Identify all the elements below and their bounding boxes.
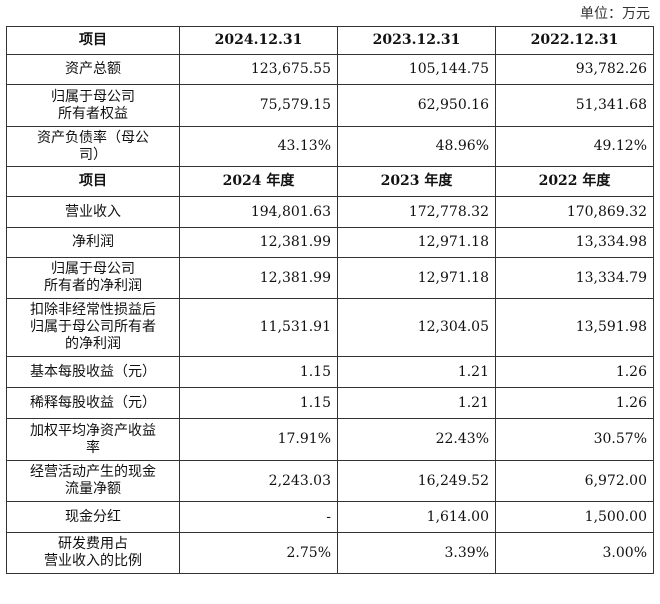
column-header: 2022 年度: [495, 166, 654, 197]
cell-value: 3.00%: [495, 532, 654, 574]
financial-table: 项目 2024.12.31 2023.12.31 2022.12.31 资产总额 123,…: [6, 26, 654, 574]
cell-value: 13,334.79: [495, 257, 654, 299]
cell-value: 13,334.98: [495, 227, 654, 258]
cell-value: 1.26: [495, 387, 654, 419]
cell-value: 1,614.00: [337, 501, 496, 533]
row-label: 扣除非经常性损益后 归属于母公司所有者 的净利润: [6, 298, 180, 357]
row-label: 现金分红: [6, 501, 180, 533]
row-label: 归属于母公司 所有者权益: [6, 84, 180, 127]
cell-value: 49.12%: [495, 126, 654, 167]
row-label: 归属于母公司 所有者的净利润: [6, 257, 180, 299]
cell-value: 1.21: [337, 356, 496, 388]
cell-value: 13,591.98: [495, 298, 654, 357]
cell-value: 6,972.00: [495, 460, 654, 502]
cell-value: 2.75%: [179, 532, 338, 574]
cell-value: 172,778.32: [337, 196, 496, 228]
cell-value: 12,971.18: [337, 227, 496, 258]
section2-header-row: 项目 2024 年度 2023 年度 2022 年度: [6, 166, 654, 197]
table-row: 归属于母公司 所有者权益 75,579.15 62,950.16 51,341.68: [6, 84, 654, 127]
cell-value: 93,782.26: [495, 54, 654, 85]
cell-value: 51,341.68: [495, 84, 654, 127]
cell-value: 1.15: [179, 356, 338, 388]
table-row: 加权平均净资产收益率 17.91% 22.43% 30.57%: [6, 418, 654, 461]
cell-value: 170,869.32: [495, 196, 654, 228]
cell-value: 123,675.55: [179, 54, 338, 85]
cell-value: -: [179, 501, 338, 533]
table-row: 营业收入 194,801.63 172,778.32 170,869.32: [6, 196, 654, 228]
cell-value: 16,249.52: [337, 460, 496, 502]
cell-value: 62,950.16: [337, 84, 496, 127]
row-label: 经营活动产生的现金 流量净额: [6, 460, 180, 502]
cell-value: 12,304.05: [337, 298, 496, 357]
table-row: 经营活动产生的现金 流量净额 2,243.03 16,249.52 6,972.00: [6, 460, 654, 502]
cell-value: 22.43%: [337, 418, 496, 461]
table-row: 净利润 12,381.99 12,971.18 13,334.98: [6, 227, 654, 258]
column-header: 项目: [6, 26, 180, 55]
column-header: 2024 年度: [179, 166, 338, 197]
cell-value: 30.57%: [495, 418, 654, 461]
row-label: 基本每股收益（元）: [6, 356, 180, 388]
table-row: 现金分红 -1,614.00 1,500.00: [6, 501, 654, 533]
row-label: 研发费用占 营业收入的比例: [6, 532, 180, 574]
row-label: 营业收入: [6, 196, 180, 228]
section1-header-row: 项目 2024.12.31 2023.12.31 2022.12.31: [6, 26, 654, 55]
column-header: 2024.12.31: [179, 26, 338, 55]
unit-label: 单位：万元: [580, 6, 650, 22]
cell-value: 1,500.00: [495, 501, 654, 533]
cell-value: 1.26: [495, 356, 654, 388]
row-label: 净利润: [6, 227, 180, 258]
cell-value: 194,801.63: [179, 196, 338, 228]
table-row: 资产总额 123,675.55 105,144.75 93,782.26: [6, 54, 654, 85]
cell-value: 1.21: [337, 387, 496, 419]
column-header: 2023.12.31: [337, 26, 496, 55]
cell-value: 43.13%: [179, 126, 338, 167]
cell-value: 12,381.99: [179, 257, 338, 299]
cell-value: 12,971.18: [337, 257, 496, 299]
table-row: 研发费用占 营业收入的比例 2.75% 3.39% 3.00%: [6, 532, 654, 574]
cell-value: 3.39%: [337, 532, 496, 574]
row-label: 资产负债率（母公 司）: [6, 126, 180, 167]
cell-value: 75,579.15: [179, 84, 338, 127]
cell-value: 48.96%: [337, 126, 496, 167]
row-label: 稀释每股收益（元）: [6, 387, 180, 419]
table-row: 扣除非经常性损益后 归属于母公司所有者 的净利润 11,531.91 12,304.05…: [6, 298, 654, 357]
row-label: 资产总额: [6, 54, 180, 85]
cell-value: 12,381.99: [179, 227, 338, 258]
table-row: 资产负债率（母公 司） 43.13% 48.96% 49.12%: [6, 126, 654, 167]
cell-value: 1.15: [179, 387, 338, 419]
cell-value: 11,531.91: [179, 298, 338, 357]
table-row: 归属于母公司 所有者的净利润 12,381.99 12,971.18 13,334.79: [6, 257, 654, 299]
row-label: 加权平均净资产收益率: [6, 418, 180, 461]
table-row: 稀释每股收益（元） 1.15 1.21 1.26: [6, 387, 654, 419]
cell-value: 2,243.03: [179, 460, 338, 502]
table-row: 基本每股收益（元） 1.15 1.21 1.26: [6, 356, 654, 388]
column-header: 项目: [6, 166, 180, 197]
column-header: 2022.12.31: [495, 26, 654, 55]
column-header: 2023 年度: [337, 166, 496, 197]
cell-value: 17.91%: [179, 418, 338, 461]
cell-value: 105,144.75: [337, 54, 496, 85]
